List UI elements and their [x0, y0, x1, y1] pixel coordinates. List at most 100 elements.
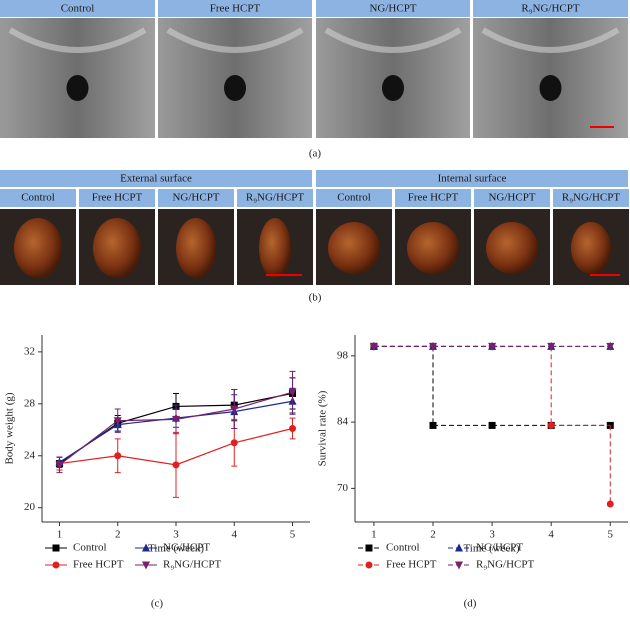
- x-tick-label: 4: [548, 529, 554, 541]
- y-tick-label: 98: [337, 349, 349, 361]
- legend-label: Free HCPT: [73, 559, 124, 571]
- x-tick-label: 2: [430, 529, 436, 541]
- x-tick-label: 5: [608, 529, 614, 541]
- y-tick-label: 84: [337, 416, 349, 428]
- header-bar: [0, 0, 155, 17]
- x-tick-label: 4: [232, 529, 238, 541]
- header-bar: [553, 189, 629, 207]
- header-label: R₉NG/HCPT: [521, 3, 580, 15]
- x-tick-label: 1: [57, 529, 63, 541]
- legend-label: Control: [73, 542, 107, 554]
- marker: [142, 543, 150, 552]
- header-label: NG/HCPT: [369, 3, 416, 15]
- header-bar: [237, 189, 313, 207]
- x-tick-label: 5: [290, 529, 296, 541]
- y-tick-label: 28: [24, 397, 36, 409]
- panel-label: (d): [464, 598, 477, 610]
- marker: [369, 342, 378, 351]
- xray-heart: [224, 75, 246, 101]
- x-axis-title: Time (week): [148, 543, 204, 555]
- legend-label: NG/HCPT: [163, 542, 210, 554]
- marker: [172, 415, 180, 424]
- header-bar: [474, 189, 550, 207]
- header-label: Free HCPT: [92, 192, 143, 204]
- marker: [547, 421, 555, 429]
- marker: [114, 452, 122, 460]
- x-tick-label: 1: [371, 529, 377, 541]
- x-tick-label: 2: [115, 529, 121, 541]
- x-tick-label: 3: [489, 529, 495, 541]
- header-label: R₉NG/HCPT: [246, 192, 305, 204]
- marker: [606, 342, 615, 351]
- y-tick-label: 70: [337, 482, 349, 494]
- marker: [455, 543, 463, 552]
- header-bar: [79, 189, 155, 207]
- marker: [142, 561, 150, 570]
- xray-shoulders: [166, 27, 304, 53]
- xray-heart: [539, 75, 562, 101]
- marker: [288, 388, 297, 397]
- y-axis-title: Body weight (g): [4, 392, 16, 464]
- legend-label: R₉NG/HCPT: [476, 559, 535, 571]
- marker: [547, 342, 556, 351]
- xray-shoulders: [8, 27, 147, 53]
- y-axis-title: Survival rate (%): [317, 390, 329, 466]
- marker: [365, 544, 373, 552]
- marker: [113, 417, 122, 426]
- y-tick-label: 32: [24, 345, 35, 357]
- header-label: NG/HCPT: [488, 192, 535, 204]
- marker: [55, 461, 64, 470]
- x-tick-label: 3: [173, 529, 179, 541]
- organ: [328, 222, 380, 274]
- header-label: R₉NG/HCPT: [562, 192, 621, 204]
- marker: [429, 342, 437, 351]
- y-tick-label: 20: [24, 501, 36, 513]
- marker: [488, 421, 496, 429]
- group-bar: [0, 170, 312, 187]
- y-tick-label: 24: [24, 449, 36, 461]
- header-bar: [316, 189, 392, 207]
- marker: [488, 342, 497, 351]
- header-label: Free HCPT: [210, 3, 261, 15]
- xray-heart: [382, 75, 404, 101]
- organ: [14, 218, 62, 278]
- legend-label: NG/HCPT: [476, 542, 523, 554]
- organ: [486, 222, 538, 274]
- group-label: Internal surface: [438, 173, 507, 185]
- xray-shoulders: [481, 27, 620, 53]
- legend-label: Control: [386, 542, 420, 554]
- organ: [259, 218, 291, 278]
- marker: [52, 544, 60, 552]
- marker: [365, 561, 373, 569]
- panel-label: (a): [309, 148, 322, 160]
- marker: [52, 561, 60, 569]
- header-label: Control: [337, 192, 371, 204]
- header-bar: [158, 189, 234, 207]
- header-bar: [158, 0, 312, 17]
- header-bar: [395, 189, 471, 207]
- xray-shoulders: [324, 27, 462, 53]
- header-bar: [0, 189, 76, 207]
- marker: [429, 421, 437, 429]
- header-label: NG/HCPT: [172, 192, 219, 204]
- header-label: Control: [61, 3, 95, 15]
- header-label: Control: [21, 192, 55, 204]
- x-axis-title: Time (week): [463, 543, 519, 555]
- panel-label: (b): [309, 292, 322, 304]
- marker: [606, 500, 614, 508]
- group-label: External surface: [120, 173, 192, 185]
- marker: [172, 461, 180, 469]
- organ: [407, 222, 459, 274]
- legend-label: Free HCPT: [386, 559, 437, 571]
- organ: [176, 218, 216, 278]
- legend-label: R₉NG/HCPT: [163, 559, 222, 571]
- header-label: Free HCPT: [408, 192, 459, 204]
- organ: [93, 218, 141, 278]
- marker: [289, 425, 297, 432]
- marker: [230, 405, 239, 414]
- panel-label: (c): [151, 598, 164, 610]
- group-bar: [316, 170, 628, 187]
- header-bar: [316, 0, 470, 17]
- header-bar: [473, 0, 628, 17]
